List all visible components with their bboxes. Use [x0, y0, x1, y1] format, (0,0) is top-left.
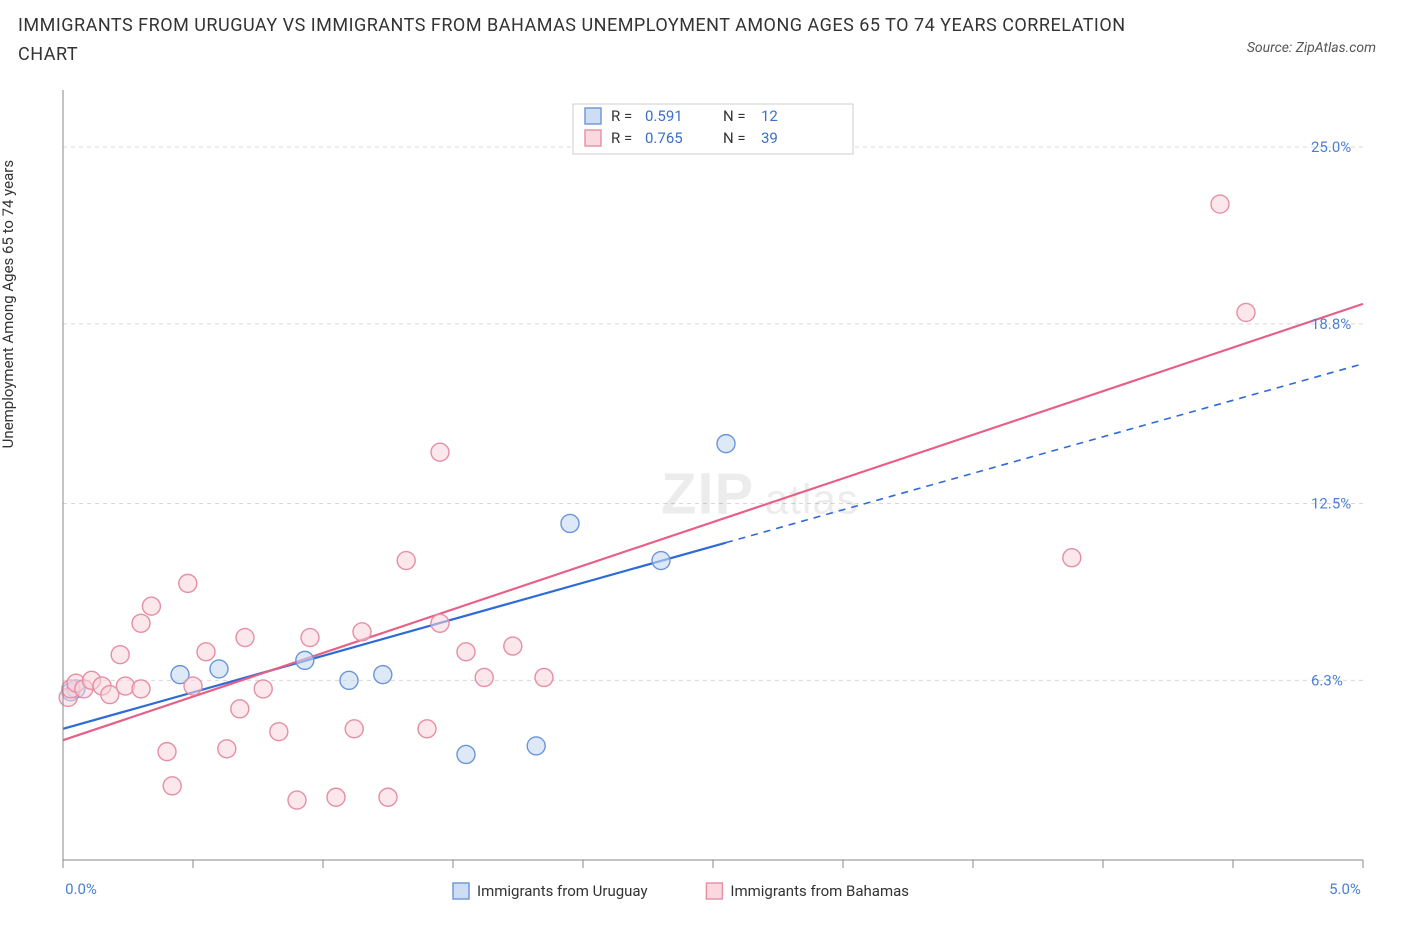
data-point [1063, 549, 1081, 567]
data-point [397, 552, 415, 570]
chart-title: IMMIGRANTS FROM URUGUAY VS IMMIGRANTS FR… [18, 12, 1138, 70]
data-point [163, 777, 181, 795]
data-point [527, 737, 545, 755]
data-point [353, 623, 371, 641]
watermark: ZIP [661, 462, 754, 527]
correlation-chart: ZIPatlas0.0%5.0%6.3%12.5%18.8%25.0%R =0.… [18, 82, 1373, 920]
legend-r-value: 0.765 [645, 129, 683, 147]
x-tick-label: 5.0% [1329, 880, 1361, 898]
legend-n-value: 12 [761, 107, 778, 125]
data-point [457, 643, 475, 661]
data-point [1211, 195, 1229, 213]
trend-line-uruguay [63, 543, 726, 729]
data-point [1237, 303, 1255, 321]
data-point [218, 740, 236, 758]
bottom-legend-swatch [706, 883, 722, 899]
bottom-legend-swatch [453, 883, 469, 899]
trend-line-bahamas [63, 304, 1363, 740]
data-point [379, 788, 397, 806]
data-point [535, 668, 553, 686]
data-point [374, 666, 392, 684]
data-point [179, 574, 197, 592]
data-point [457, 745, 475, 763]
data-point [301, 629, 319, 647]
data-point [717, 435, 735, 453]
y-tick-label: 25.0% [1311, 138, 1351, 156]
data-point [158, 743, 176, 761]
legend-r-label: R = [611, 129, 632, 147]
data-point [431, 614, 449, 632]
data-point [296, 651, 314, 669]
data-point [236, 629, 254, 647]
legend-r-value: 0.591 [645, 107, 683, 125]
data-point [116, 677, 134, 695]
data-point [184, 677, 202, 695]
data-point [327, 788, 345, 806]
data-point [345, 720, 363, 738]
source-label: Source: ZipAtlas.com [1247, 40, 1376, 56]
data-point [254, 680, 272, 698]
y-tick-label: 6.3% [1311, 671, 1343, 689]
data-point [142, 597, 160, 615]
y-tick-label: 12.5% [1311, 495, 1351, 513]
data-point [431, 443, 449, 461]
data-point [231, 700, 249, 718]
data-point [210, 660, 228, 678]
x-tick-label: 0.0% [65, 880, 97, 898]
bottom-legend-label: Immigrants from Bahamas [730, 882, 909, 900]
data-point [270, 723, 288, 741]
legend-n-label: N = [723, 129, 746, 147]
data-point [418, 720, 436, 738]
data-point [288, 791, 306, 809]
legend-r-label: R = [611, 107, 632, 125]
data-point [111, 646, 129, 664]
data-point [561, 514, 579, 532]
y-axis-label: Unemployment Among Ages 65 to 74 years [0, 160, 17, 448]
legend-n-value: 39 [761, 129, 778, 147]
data-point [475, 668, 493, 686]
y-tick-label: 18.8% [1311, 315, 1351, 333]
data-point [340, 671, 358, 689]
legend-swatch [585, 130, 601, 146]
data-point [197, 643, 215, 661]
data-point [504, 637, 522, 655]
legend-n-label: N = [723, 107, 746, 125]
data-point [652, 552, 670, 570]
legend-swatch [585, 108, 601, 124]
chart-area: Unemployment Among Ages 65 to 74 years Z… [18, 82, 1388, 912]
data-point [132, 614, 150, 632]
bottom-legend-label: Immigrants from Uruguay [477, 882, 648, 900]
data-point [132, 680, 150, 698]
